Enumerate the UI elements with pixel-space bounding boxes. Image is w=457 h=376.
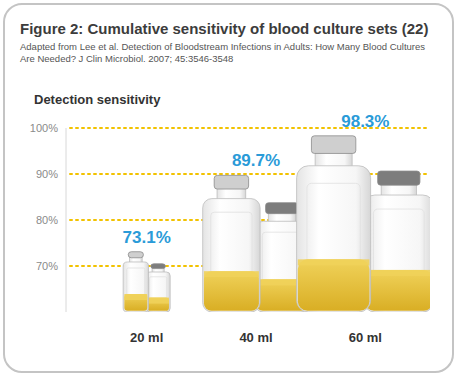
data-label: 98.3% xyxy=(341,112,389,131)
bottle-cap xyxy=(128,252,143,258)
title: Figure 2: Cumulative sensitivity of bloo… xyxy=(20,20,428,37)
bottle-liquid xyxy=(124,294,147,311)
subtitle-line: Are Needed? J Clin Microbiol. 2007; 45:3… xyxy=(20,53,233,64)
bottle-body xyxy=(297,166,371,312)
bottle-liquid xyxy=(204,271,259,311)
bottle-liquid-top xyxy=(298,259,370,265)
bottle-pair xyxy=(297,136,430,312)
x-tick-label: 40 ml xyxy=(239,330,272,345)
data-label: 89.7% xyxy=(232,151,280,170)
bottle-liquid xyxy=(365,270,430,311)
grid-line xyxy=(70,173,430,175)
bottle-body xyxy=(203,199,260,312)
data-label: 73.1% xyxy=(123,228,171,247)
bottle-cap xyxy=(266,203,299,214)
x-tick-label: 20 ml xyxy=(130,330,163,345)
bottle-liquid-top xyxy=(204,271,259,277)
bottle-pair xyxy=(203,175,310,312)
x-tick-label: 60 ml xyxy=(349,330,382,345)
y-axis-label: Detection sensitivity xyxy=(34,92,161,107)
bottle-cap xyxy=(151,264,165,269)
bottle-liquid-top xyxy=(365,270,430,276)
y-tick-label: 90% xyxy=(36,168,58,180)
bottle-body xyxy=(123,262,148,312)
bottle-liquid-top xyxy=(147,298,169,304)
subtitle: Adapted from Lee et al. Detection of Blo… xyxy=(20,41,425,64)
bottle-liquid-top xyxy=(124,294,147,300)
chart-svg: Figure 2: Cumulative sensitivity of bloo… xyxy=(0,0,457,376)
bottle-body xyxy=(364,195,430,312)
y-tick-label: 100% xyxy=(30,122,58,134)
frame xyxy=(4,4,453,372)
bottle-cap xyxy=(214,175,248,189)
y-axis-line xyxy=(66,128,67,312)
y-tick-label: 80% xyxy=(36,214,58,226)
bottle-cap xyxy=(378,171,420,185)
y-tick-label: 70% xyxy=(36,260,58,272)
bottle-pair xyxy=(123,252,170,312)
subtitle-line: Adapted from Lee et al. Detection of Blo… xyxy=(20,41,425,52)
bottle-liquid xyxy=(298,259,370,310)
bottle-liquid xyxy=(147,298,169,311)
bottle-cap xyxy=(311,136,355,154)
marks xyxy=(123,136,430,312)
bottle-body xyxy=(146,272,170,312)
chart-root: Figure 2: Cumulative sensitivity of bloo… xyxy=(0,0,457,376)
